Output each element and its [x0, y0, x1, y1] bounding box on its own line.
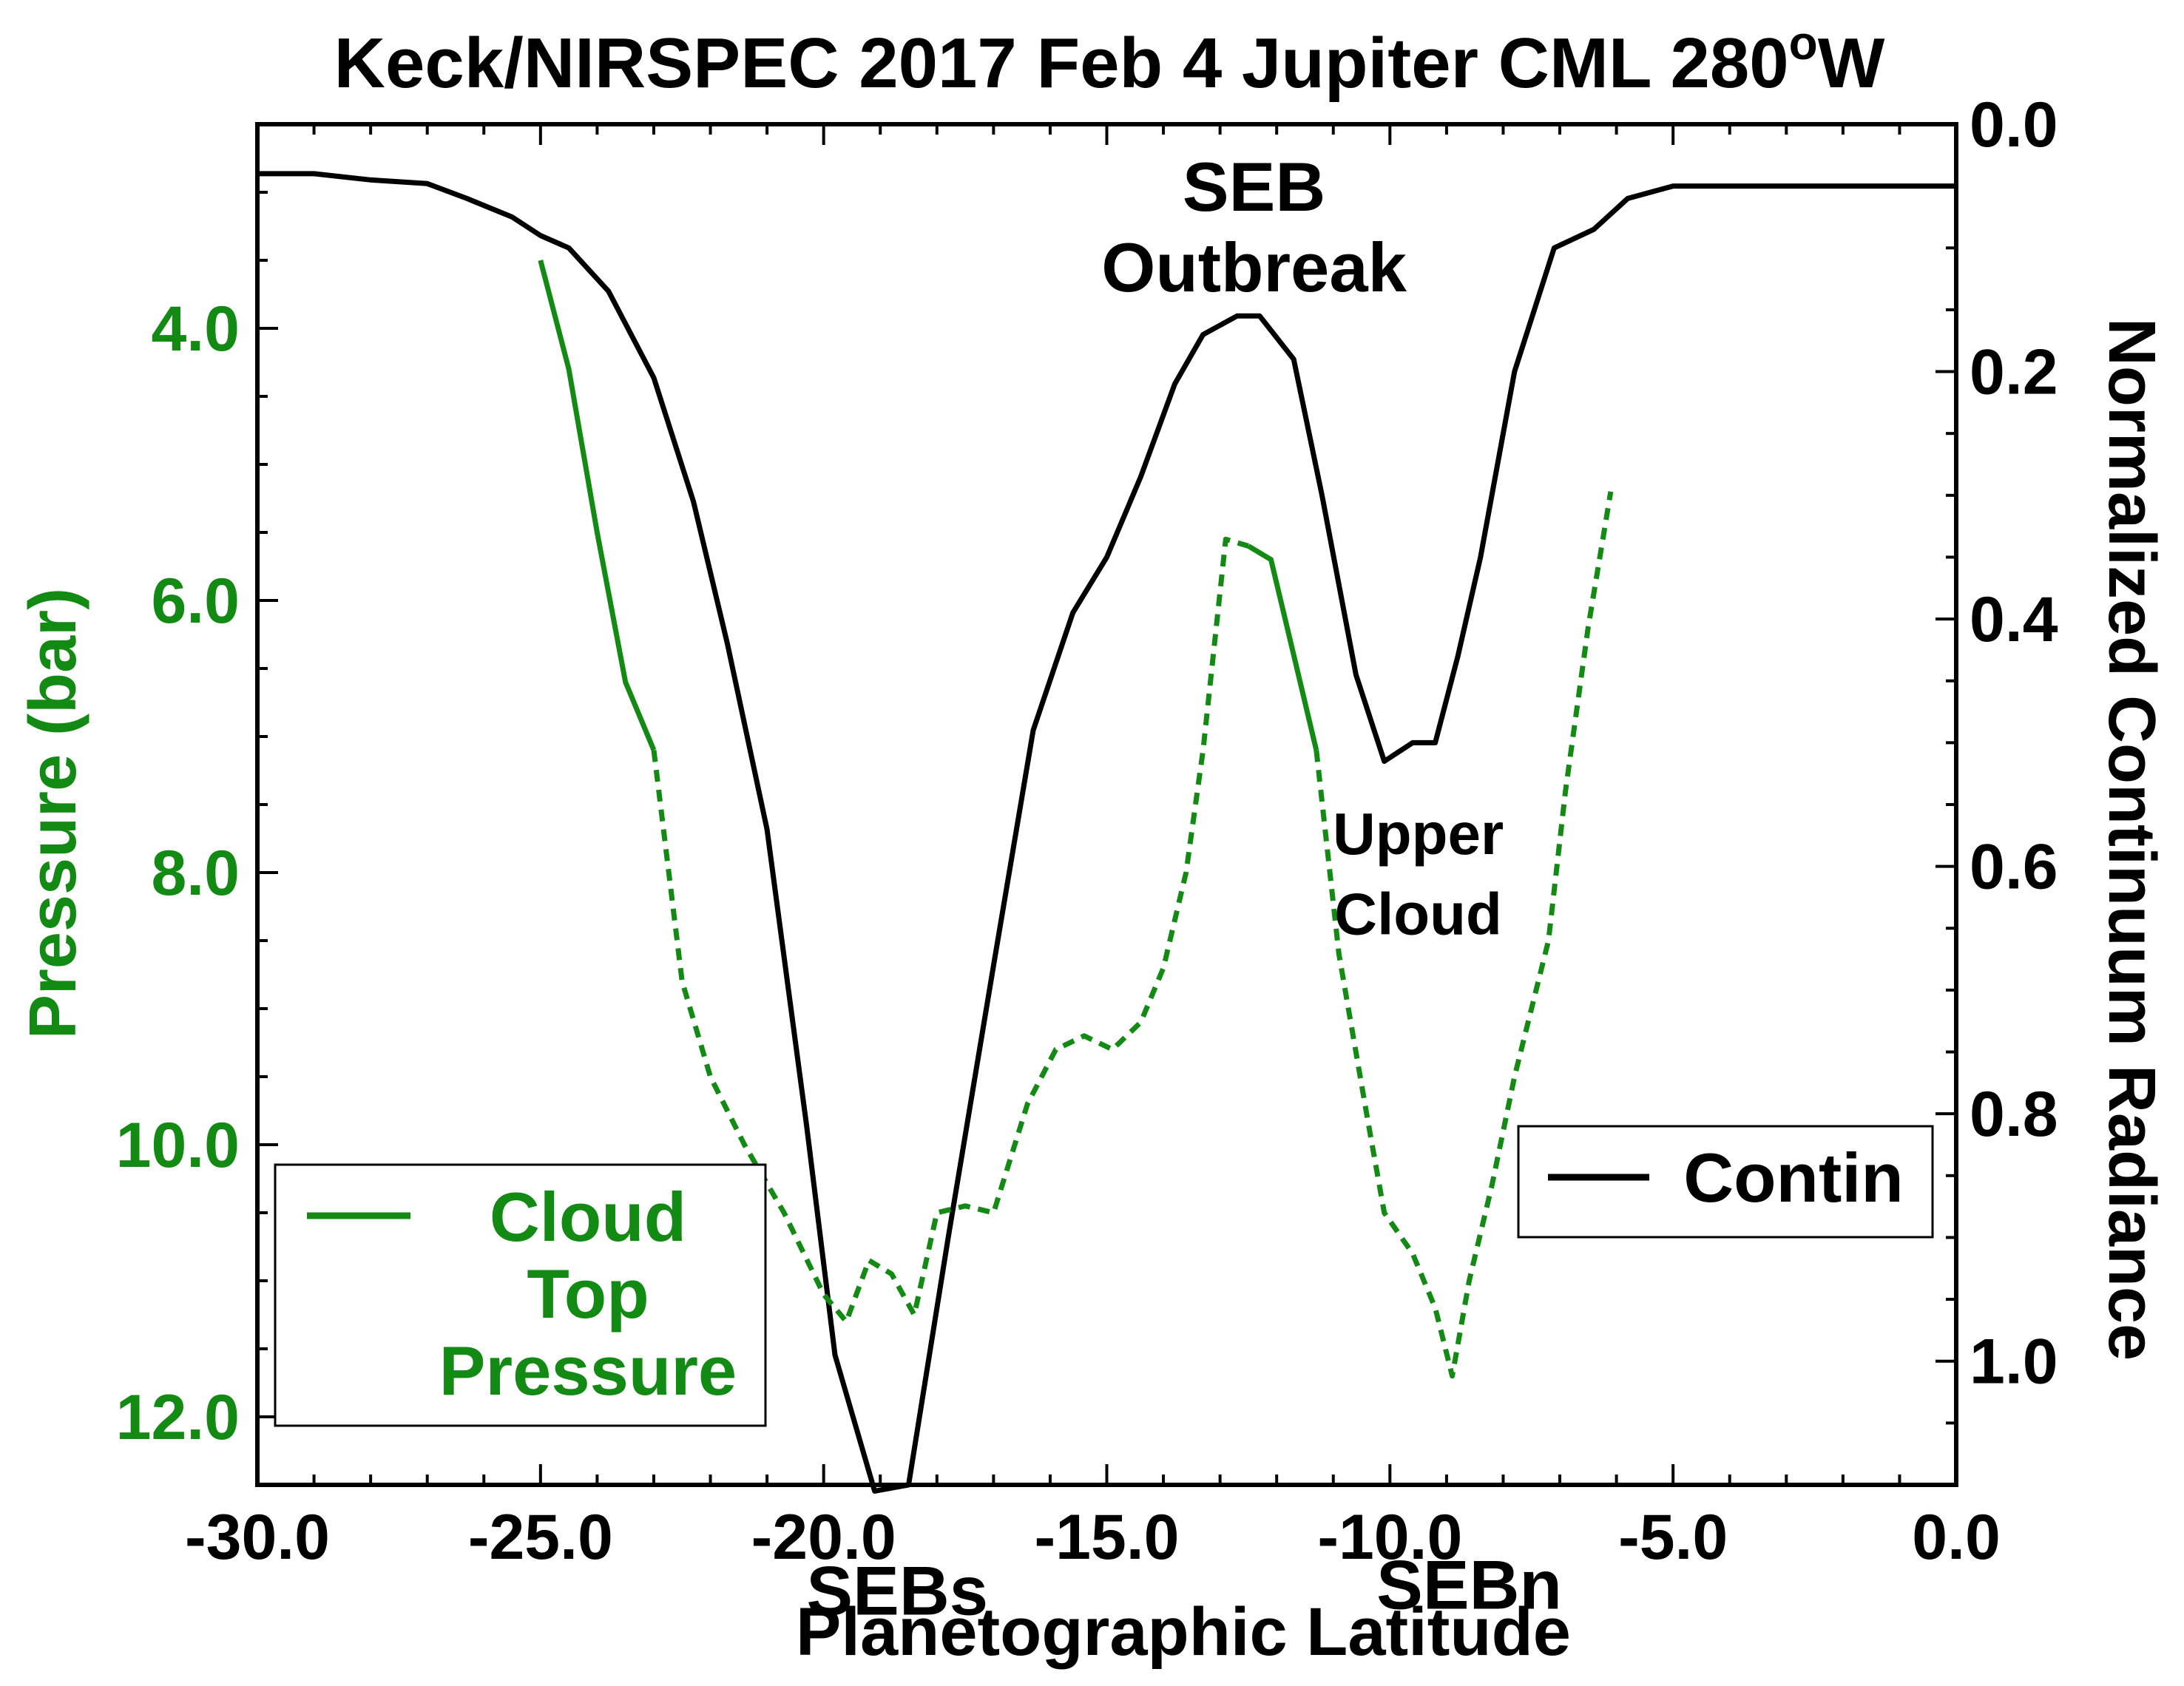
y-left-tick-label: 8.0 — [151, 838, 240, 909]
x-tick-label: -30.0 — [185, 1502, 330, 1573]
x-tick-label: -15.0 — [1034, 1502, 1179, 1573]
x-axis-ticks: -30.0 -25.0 -20.0 -15.0 -10.0 -5.0 0.0 — [185, 124, 2001, 1573]
legend-contin-label: Contin — [1683, 1139, 1904, 1216]
annotation-outbreak: Outbreak — [1101, 228, 1407, 306]
y-left-tick-label: 10.0 — [116, 1110, 240, 1181]
y-right-tick-label: 1.0 — [1970, 1327, 2058, 1398]
y-left-axis-ticks: 4.0 6.0 8.0 10.0 12.0 — [116, 191, 278, 1453]
y-right-tick-label: 0.8 — [1970, 1079, 2058, 1150]
y-left-tick-label: 6.0 — [151, 566, 240, 637]
y-right-tick-label: 0.6 — [1970, 832, 2058, 903]
cloud-top-pressure-line-solid-1 — [538, 260, 657, 751]
legend-contin-box — [1517, 1125, 1934, 1239]
x-tick-label: -25.0 — [468, 1502, 613, 1573]
x-axis-label: Planetographic Latitude — [796, 1594, 1571, 1670]
x-tick-label: 0.0 — [1912, 1502, 2001, 1573]
legend-contin: Contin — [1517, 1125, 1934, 1239]
annotation-upper: Upper — [1333, 801, 1504, 867]
chart-title: Keck/NIRSPEC 2017 Feb 4 Jupiter CML 280o… — [334, 16, 1885, 103]
y-right-axis-ticks: 0.0 0.2 0.4 0.6 0.8 1.0 — [1935, 89, 2058, 1486]
cloud-top-pressure-line-dashed-2 — [651, 536, 1249, 1324]
y-right-axis-label: Normalized Continuum Radiance — [2095, 318, 2168, 1361]
y-left-tick-label: 4.0 — [151, 294, 240, 365]
annotation-cloud: Cloud — [1334, 881, 1502, 947]
annotation-seb: SEB — [1183, 148, 1325, 226]
x-tick-label: -10.0 — [1317, 1502, 1462, 1573]
contin-line-solid-0 — [257, 171, 1956, 1494]
y-left-tick-label: 12.0 — [116, 1382, 240, 1453]
y-right-tick-label: 0.0 — [1970, 89, 2058, 160]
annotation-sebn: SEBn — [1376, 1546, 1562, 1623]
y-right-tick-label: 0.4 — [1970, 584, 2058, 655]
legend-cloud-box — [274, 1163, 767, 1427]
cloud-top-pressure-line-dashed-4 — [1314, 491, 1614, 1379]
legend-cloud-top-pressure: Cloud Top Pressure — [274, 1163, 767, 1427]
cloud-top-pressure-line-solid-3 — [1247, 544, 1319, 751]
plot-series — [257, 171, 1956, 1494]
x-tick-label: -20.0 — [751, 1502, 896, 1573]
legend-cloud-label-line3: Pressure — [439, 1332, 737, 1409]
y-left-axis-label: Pressure (bar) — [16, 588, 90, 1039]
y-right-tick-label: 0.2 — [1970, 337, 2058, 408]
x-tick-label: -5.0 — [1618, 1502, 1728, 1573]
legend-cloud-label-line2: Top — [527, 1255, 649, 1333]
annotation-sebs: SEBs — [806, 1552, 988, 1630]
legend-cloud-label-line1: Cloud — [490, 1178, 686, 1256]
